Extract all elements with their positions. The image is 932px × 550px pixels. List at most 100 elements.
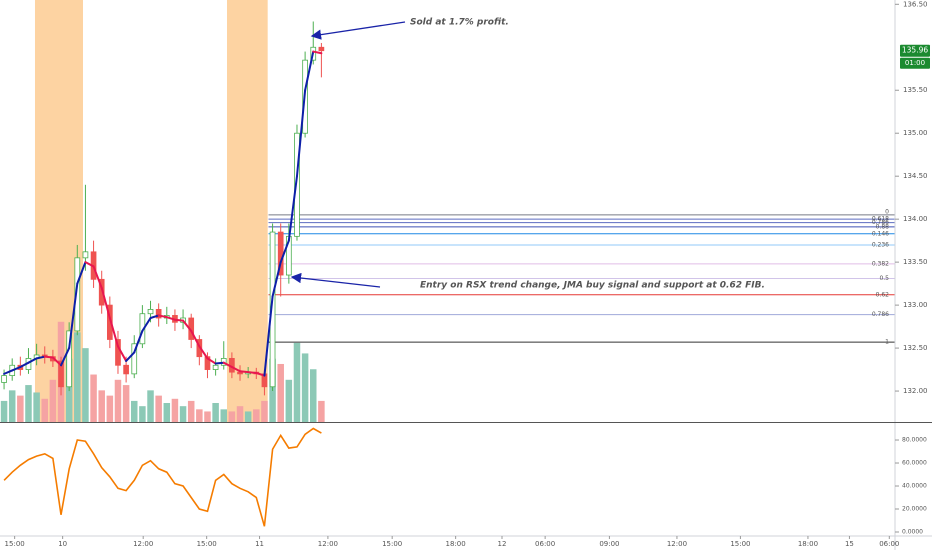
volume-bar [318, 400, 325, 422]
candle-body [147, 309, 154, 315]
volume-bar [244, 411, 252, 422]
jma-line [43, 355, 54, 359]
y-tick-label: 135.50 [903, 86, 928, 94]
y-tick-label: 134.00 [903, 215, 928, 223]
candle-body [82, 251, 89, 259]
volume-bar [163, 403, 171, 422]
jma-line [279, 239, 290, 264]
volume-bar [261, 400, 268, 422]
annotation-arrow [290, 272, 381, 288]
volume-bar [277, 363, 284, 422]
fib-label: 0.618 [872, 216, 889, 223]
jma-line [133, 329, 144, 354]
x-tick-label: 12:00 [667, 540, 687, 548]
x-tick-label: 15:00 [5, 540, 25, 548]
volume-bar [285, 379, 293, 422]
jma-line [3, 369, 14, 375]
jma-line [11, 365, 22, 372]
fib-label: 0 [885, 208, 889, 215]
x-tick-label: 15:00 [730, 540, 750, 548]
candle-body [212, 364, 219, 370]
jma-line [125, 351, 136, 362]
volume-bar [41, 398, 49, 422]
main-pane: 00.6180.7860.880.1460.2360.3820.50.620.7… [0, 21, 895, 422]
oscillator-pane [3, 427, 322, 527]
jma-line [149, 314, 160, 320]
x-tick-label: 12 [498, 540, 507, 548]
candle-body [98, 278, 105, 306]
jma-line [35, 355, 46, 360]
y-tick-label: 40.0000 [902, 483, 927, 490]
candle-body [1, 375, 7, 383]
jma-line [304, 50, 315, 92]
candle-body [74, 257, 81, 332]
jma-line [92, 265, 103, 289]
jma-line [27, 357, 38, 364]
volume-bar [309, 369, 317, 422]
jma-line [141, 317, 152, 332]
volume-bar [122, 385, 130, 422]
volume-bar [228, 411, 236, 422]
volume-bar [212, 403, 219, 422]
jma-line [60, 347, 71, 367]
annotation: Entry on RSX trend change, JMA buy signa… [420, 281, 765, 291]
jma-line [222, 361, 233, 368]
volume-bar [171, 398, 179, 422]
x-tick-label: 09:00 [599, 540, 619, 548]
volume-bar [293, 342, 301, 422]
jma-line [68, 282, 79, 350]
volume-bar [139, 406, 146, 422]
volume-bar [25, 385, 32, 422]
volume-bar [187, 400, 195, 422]
candle-body [131, 343, 138, 375]
x-tick-label: 15:00 [197, 540, 217, 548]
x-tick-label: 10 [58, 540, 67, 548]
jma-line [190, 329, 201, 348]
jma-line [84, 261, 95, 268]
jma-line [255, 372, 266, 377]
jma-line [287, 175, 298, 242]
volume-bar [74, 332, 81, 422]
candle-body [155, 309, 162, 319]
rsx-line [3, 427, 322, 527]
volume-bar [196, 409, 203, 422]
y-tick-label: 20.0000 [902, 506, 927, 513]
volume-bar [155, 395, 162, 422]
jma-line [108, 317, 119, 348]
volume-bar [90, 374, 97, 422]
volume-bar [220, 409, 228, 422]
x-tick-label: 12:00 [318, 540, 338, 548]
fib-label: 0.382 [872, 260, 889, 267]
jma-line [312, 50, 323, 55]
fib-label: 0.786 [872, 311, 889, 318]
volume-bar [106, 395, 114, 422]
jma-line [19, 361, 30, 368]
volume-bar [114, 379, 122, 422]
x-tick-label: 06:00 [879, 540, 899, 548]
fib-label: 0.5 [879, 275, 889, 282]
volume-bar [301, 353, 309, 422]
y-tick-label: 133.00 [903, 301, 928, 309]
candle-body [269, 231, 276, 388]
candle-body [123, 364, 129, 375]
bar-countdown: 01:00 [905, 59, 925, 67]
x-tick-label: 18:00 [446, 540, 466, 548]
jma-line [173, 318, 185, 322]
fib-label: 0.786 [872, 219, 889, 226]
y-tick-label: 132.50 [903, 344, 928, 352]
jma-line [214, 361, 225, 365]
annotation: Sold at 1.7% profit. [410, 18, 509, 28]
background-layer [34, 0, 268, 422]
jma-line [295, 89, 307, 178]
jma-line [263, 295, 274, 377]
volume-bar [236, 406, 244, 422]
countdown-tag [900, 57, 930, 69]
session-highlight [227, 0, 268, 422]
volume-bar [204, 411, 211, 422]
volume-bar [49, 379, 57, 422]
jma-line [165, 316, 176, 321]
jma-line [239, 370, 250, 374]
candle-body [318, 46, 325, 52]
fib-label: 0.146 [872, 230, 889, 237]
